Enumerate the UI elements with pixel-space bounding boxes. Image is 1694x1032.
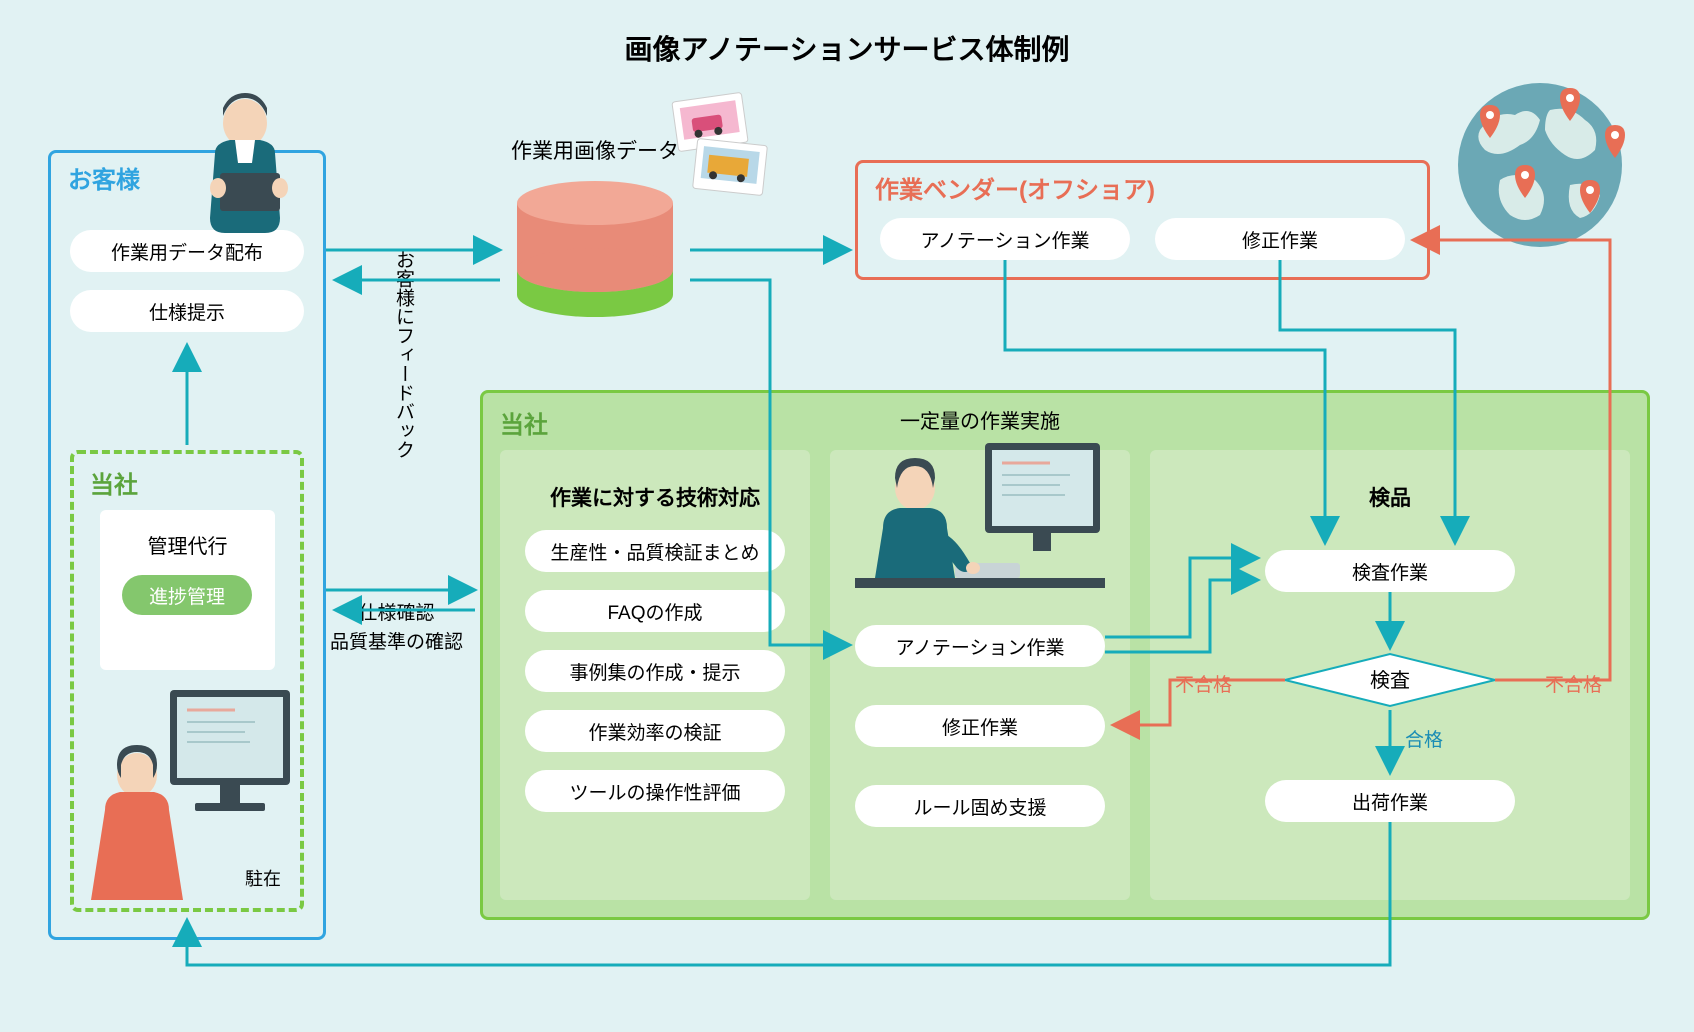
database-icon (505, 165, 685, 325)
desk-worker-icon (855, 438, 1105, 623)
vendor-title: 作業ベンダー(オフショア) (875, 170, 1155, 205)
diagram-title: 画像アノテーションサービス体制例 (0, 28, 1694, 68)
tech-item-4: ツールの操作性評価 (525, 770, 785, 812)
vendor-item-1: 修正作業 (1155, 218, 1405, 260)
feedback-label: お客様にフィードバック (390, 250, 417, 510)
fail-label-1: 不合格 (1175, 670, 1232, 697)
customer-title: お客様 (68, 160, 140, 195)
company-main-title: 当社 (500, 405, 548, 440)
tech-item-0: 生産性・品質検証まとめ (525, 530, 785, 572)
company-onsite-title: 当社 (90, 465, 138, 500)
tech-header: 作業に対する技術対応 (500, 482, 810, 512)
globe-icon (1440, 70, 1640, 250)
tech-item-1: FAQの作成 (525, 590, 785, 632)
annotation-item-0: アノテーション作業 (855, 625, 1105, 667)
inspection-item-1: 出荷作業 (1265, 780, 1515, 822)
tech-item-2: 事例集の作成・提示 (525, 650, 785, 692)
photo-cards-icon (660, 92, 780, 202)
company-onsite-badge: 進捗管理 (122, 575, 252, 615)
work-amount-label: 一定量の作業実施 (855, 405, 1105, 434)
annotation-item-1: 修正作業 (855, 705, 1105, 747)
inspection-header: 検品 (1240, 482, 1540, 512)
customer-item-1: 仕様提示 (70, 290, 304, 332)
pass-label: 合格 (1405, 725, 1443, 752)
onsite-person-icon (75, 680, 295, 905)
vendor-item-0: アノテーション作業 (880, 218, 1130, 260)
annotation-item-2: ルール固め支援 (855, 785, 1105, 827)
decision-label: 検査 (1250, 664, 1530, 693)
tech-item-3: 作業効率の検証 (525, 710, 785, 752)
fail-label-2: 不合格 (1545, 670, 1602, 697)
inspection-item-0: 検査作業 (1265, 550, 1515, 592)
company-onsite-header: 管理代行 (100, 530, 275, 559)
customer-person-icon (180, 88, 310, 238)
spec-confirm-label: 仕様確認 品質基準の確認 (330, 600, 463, 657)
